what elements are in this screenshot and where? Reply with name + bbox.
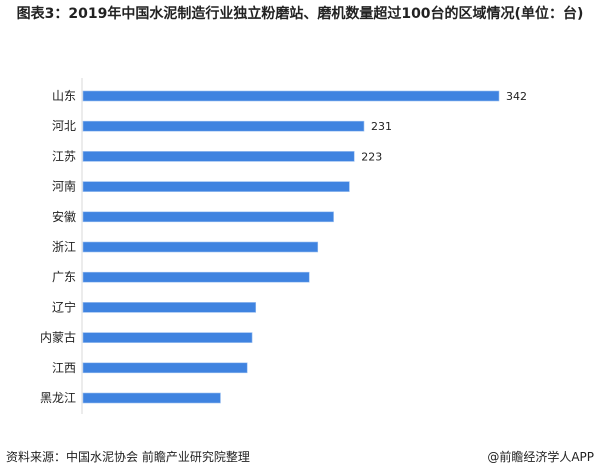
bar xyxy=(82,90,500,102)
bar xyxy=(82,181,350,192)
bar xyxy=(82,362,248,374)
bar xyxy=(82,211,334,223)
category-label: 河北 xyxy=(52,119,76,133)
bar xyxy=(82,271,310,283)
bar xyxy=(82,332,253,343)
category-label: 辽宁 xyxy=(52,299,76,314)
category-label: 江西 xyxy=(52,361,76,375)
bar xyxy=(82,120,365,132)
category-label: 江苏 xyxy=(52,149,76,163)
data-label: 231 xyxy=(371,120,392,133)
bar xyxy=(82,151,355,162)
category-label: 山东 xyxy=(52,89,76,103)
source-note: 资料来源：中国水泥协会 前瞻产业研究院整理 xyxy=(6,450,250,464)
chart-title: 图表3：2019年中国水泥制造行业独立粉磨站、磨机数量超过100台的区域情况(单… xyxy=(16,6,584,22)
data-label: 223 xyxy=(361,150,382,163)
bar xyxy=(82,241,319,253)
credit-note: @前瞻经济学人APP xyxy=(487,450,594,464)
data-label: 342 xyxy=(506,90,527,103)
category-label: 内蒙古 xyxy=(40,330,76,345)
category-label: 安徽 xyxy=(52,209,76,224)
category-label: 河南 xyxy=(52,179,76,194)
bar xyxy=(82,302,257,313)
category-label: 广东 xyxy=(52,270,76,284)
category-label: 黑龙江 xyxy=(40,391,76,405)
category-label: 浙江 xyxy=(52,240,76,254)
bar xyxy=(82,392,221,404)
